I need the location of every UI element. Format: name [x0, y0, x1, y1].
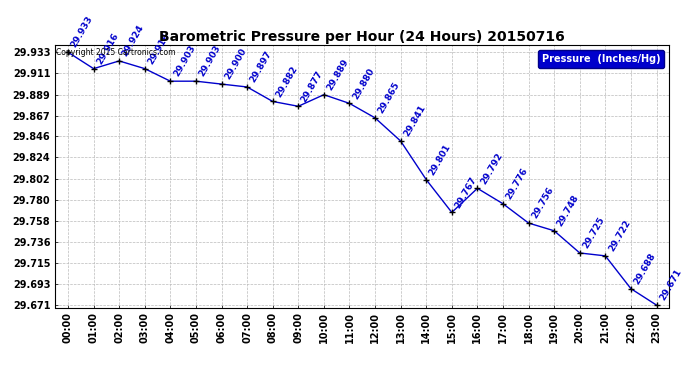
- Text: 29.748: 29.748: [555, 193, 581, 228]
- Text: 29.897: 29.897: [248, 50, 274, 84]
- Text: 29.880: 29.880: [351, 66, 376, 100]
- Text: 29.841: 29.841: [402, 104, 427, 138]
- Title: Barometric Pressure per Hour (24 Hours) 20150716: Barometric Pressure per Hour (24 Hours) …: [159, 30, 565, 44]
- Text: 29.725: 29.725: [581, 216, 607, 250]
- Legend: Pressure  (Inches/Hg): Pressure (Inches/Hg): [538, 50, 664, 68]
- Text: 29.916: 29.916: [95, 31, 120, 66]
- Text: Copyright 2015 Cartronics.com: Copyright 2015 Cartronics.com: [56, 48, 175, 57]
- Text: 29.688: 29.688: [632, 251, 658, 286]
- Text: 29.801: 29.801: [428, 142, 453, 177]
- Text: 29.903: 29.903: [172, 44, 197, 78]
- Text: 29.933: 29.933: [70, 15, 95, 50]
- Text: 29.924: 29.924: [121, 23, 146, 58]
- Text: 29.900: 29.900: [223, 47, 248, 81]
- Text: 29.671: 29.671: [658, 268, 683, 302]
- Text: 29.722: 29.722: [607, 218, 632, 253]
- Text: 29.916: 29.916: [146, 31, 171, 66]
- Text: 29.865: 29.865: [377, 81, 402, 115]
- Text: 29.776: 29.776: [504, 166, 530, 201]
- Text: 29.882: 29.882: [274, 64, 299, 99]
- Text: 29.756: 29.756: [530, 186, 555, 220]
- Text: 29.877: 29.877: [299, 69, 325, 104]
- Text: 29.889: 29.889: [325, 57, 351, 92]
- Text: 29.767: 29.767: [453, 175, 478, 210]
- Text: 29.903: 29.903: [197, 44, 222, 78]
- Text: 29.792: 29.792: [479, 151, 504, 186]
